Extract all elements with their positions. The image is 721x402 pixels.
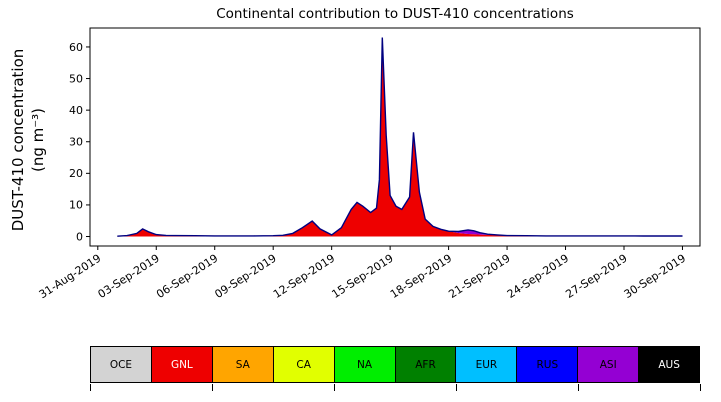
area-series-GNL (117, 37, 683, 237)
legend-label: AUS (658, 358, 680, 371)
legend-cell-EUR: EUR (455, 346, 518, 383)
y-axis: 0 10 20 30 40 50 60 (69, 41, 90, 243)
y-tick-label: 40 (69, 104, 83, 117)
total-outline (117, 37, 683, 237)
y-tick-label: 30 (69, 136, 83, 149)
x-tick-label: 15-Sep-2019 (329, 252, 395, 301)
legend-cell-OCE: OCE (90, 346, 152, 383)
legend-label: CA (296, 358, 311, 371)
legend: OCE GNL SA CA NA AFR EUR RUS ASI AUS (90, 346, 701, 383)
legend-axis-tick (578, 384, 579, 391)
legend-cell-SA: SA (211, 346, 274, 383)
legend-cell-NA: NA (333, 346, 396, 383)
y-tick-label: 50 (69, 72, 83, 85)
legend-axis-tick (700, 384, 701, 391)
legend-axis-tick (456, 384, 457, 391)
area-series-ASI (117, 37, 683, 237)
legend-label: RUS (536, 358, 559, 371)
y-tick-label: 0 (76, 230, 83, 243)
legend-cell-ASI: ASI (577, 346, 640, 383)
chart-title: Continental contribution to DUST-410 con… (216, 6, 574, 22)
legend-label: EUR (475, 358, 498, 371)
legend-label: AFR (415, 358, 436, 371)
legend-axis-tick (212, 384, 213, 391)
legend-label: GNL (170, 358, 193, 371)
legend-cell-CA: CA (272, 346, 335, 383)
x-tick-label: 09-Sep-2019 (212, 252, 278, 301)
x-tick-label: 06-Sep-2019 (154, 252, 220, 301)
legend-cell-AUS: AUS (638, 346, 701, 383)
x-tick-label: 24-Sep-2019 (505, 252, 571, 301)
x-tick-label: 31-Aug-2019 (37, 252, 104, 302)
y-tick-label: 60 (69, 41, 83, 54)
x-tick-label: 18-Sep-2019 (388, 252, 454, 301)
legend-cell-GNL: GNL (150, 346, 213, 383)
legend-axis-tick (90, 384, 91, 391)
y-tick-label: 20 (69, 167, 83, 180)
y-tick-label: 10 (69, 199, 83, 212)
x-tick-label: 30-Sep-2019 (622, 252, 688, 301)
legend-label: NA (357, 358, 373, 371)
legend-axis-tick (334, 384, 335, 391)
plot-border (89, 27, 701, 247)
x-tick-label: 27-Sep-2019 (563, 252, 629, 301)
x-tick-label: 12-Sep-2019 (271, 252, 337, 301)
legend-label: OCE (109, 358, 133, 371)
x-tick-label: 21-Sep-2019 (446, 252, 512, 301)
stacked-areas (117, 37, 683, 237)
legend-cell-RUS: RUS (516, 346, 579, 383)
legend-cell-AFR: AFR (394, 346, 457, 383)
x-axis: 31-Aug-201903-Sep-201906-Sep-201909-Sep-… (37, 246, 688, 301)
x-tick-label: 03-Sep-2019 (96, 252, 162, 301)
chart-plot: 0 10 20 30 40 50 60 31-Aug-201903-Sep-201906-Se… (37, 27, 701, 301)
legend-label: SA (235, 358, 250, 371)
legend-label: ASI (599, 358, 617, 371)
